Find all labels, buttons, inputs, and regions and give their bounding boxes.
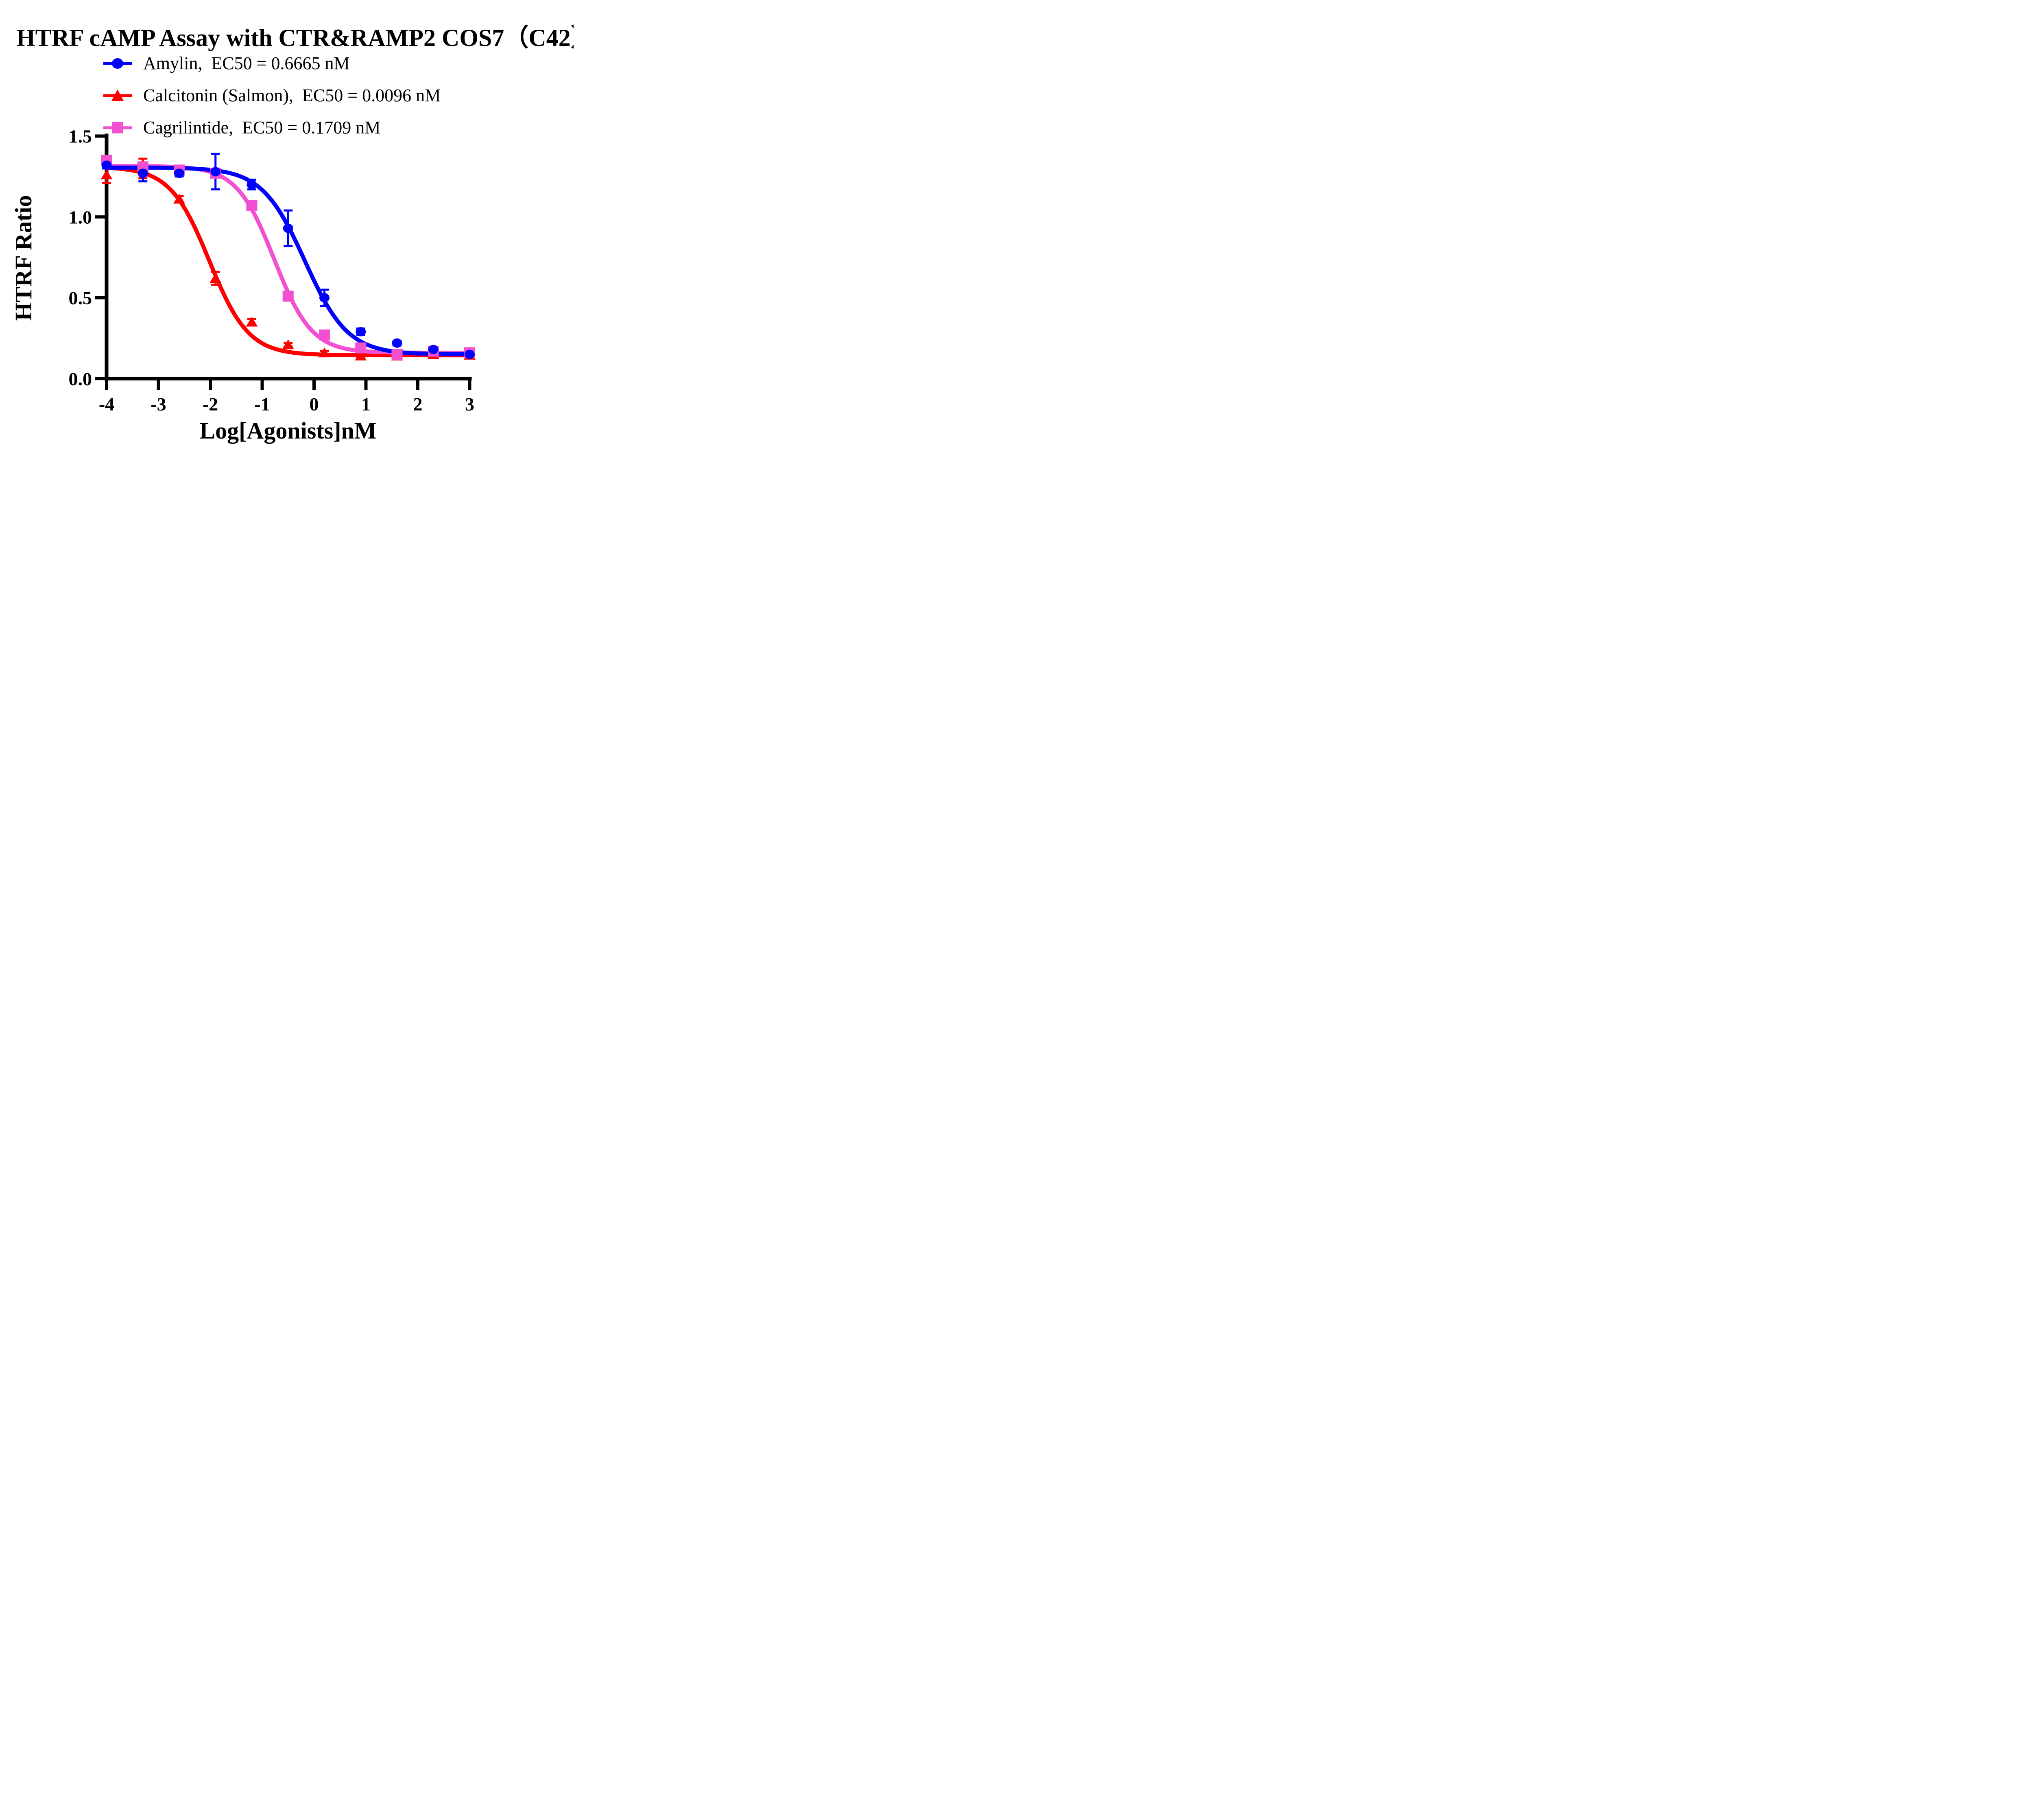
x-tick-label: 0 — [310, 394, 319, 415]
circle-marker-icon — [112, 58, 123, 69]
plot-area: HTRF Ratio Log[Agonists]nM 0.0 0.5 1.0 1.5 -… — [10, 126, 476, 444]
data-point-amylin — [247, 180, 257, 190]
data-point-amylin — [283, 223, 293, 233]
x-tick-label: 3 — [465, 394, 474, 415]
data-point-calcitonin-salmon- — [210, 273, 222, 283]
x-tick-label: -3 — [151, 394, 166, 415]
data-point-cagrilintide — [282, 290, 294, 302]
cagrilintide-legend-marker-icon — [103, 122, 132, 133]
y-tick-label: 0.5 — [69, 288, 92, 308]
x-axis-title: Log[Agonists]nM — [199, 417, 376, 444]
x-tick-label: -4 — [99, 394, 114, 415]
fit-curves — [105, 164, 472, 358]
data-point-calcitonin-salmon- — [100, 169, 113, 179]
data-point-cagrilintide — [391, 349, 403, 360]
square-marker-icon — [112, 122, 123, 133]
fit-curve-amylin — [105, 166, 472, 356]
data-point-amylin — [174, 168, 184, 178]
legend: Amylin, EC50 = 0.6665 nM Calcitonin (Sal… — [103, 53, 441, 153]
x-tick-label: -1 — [254, 394, 270, 415]
data-point-amylin — [101, 160, 112, 170]
fit-curve-cagrilintide — [105, 164, 472, 355]
data-point-amylin — [465, 349, 475, 359]
data-point-amylin — [137, 168, 148, 178]
data-point-calcitonin-salmon- — [246, 316, 258, 327]
legend-label: Cagrilintide, EC50 = 0.1709 nM — [143, 118, 381, 137]
data-point-amylin — [392, 338, 402, 348]
legend-item-amylin: Amylin, EC50 = 0.6665 nM — [103, 53, 441, 73]
data-point-cagrilintide — [355, 342, 367, 354]
data-point-amylin — [319, 293, 330, 303]
data-point-calcitonin-salmon- — [282, 339, 294, 349]
data-point-cagrilintide — [246, 200, 258, 211]
triangle-marker-icon — [111, 89, 124, 101]
fit-curve-calcitonin-salmon- — [105, 166, 472, 358]
y-axis-title: HTRF Ratio — [10, 195, 37, 321]
data-point-amylin — [428, 345, 439, 354]
data-markers — [100, 155, 476, 361]
figure-page: HTRF cAMP Assay with CTR&RAMP2 COS7（C42）… — [0, 0, 574, 455]
data-point-calcitonin-salmon- — [355, 351, 367, 361]
x-tick-label: 1 — [361, 394, 371, 415]
legend-item-cagrilintide: Cagrilintide, EC50 = 0.1709 nM — [103, 118, 441, 137]
error-bars — [102, 153, 474, 359]
amylin-legend-marker-icon — [103, 58, 132, 69]
data-point-calcitonin-salmon- — [173, 194, 185, 204]
data-point-cagrilintide — [319, 329, 330, 340]
chart-title: HTRF cAMP Assay with CTR&RAMP2 COS7（C42） — [16, 24, 574, 51]
legend-item-calcitonin: Calcitonin (Salmon), EC50 = 0.0096 nM — [103, 85, 441, 105]
data-point-amylin — [356, 327, 366, 337]
y-tick-label: 0.0 — [69, 369, 92, 389]
data-point-calcitonin-salmon- — [319, 347, 330, 358]
y-tick-label: 1.0 — [69, 207, 92, 227]
x-tick-label: 2 — [413, 394, 423, 415]
calcitonin-legend-marker-icon — [103, 89, 132, 101]
x-tick-label: -2 — [203, 394, 218, 415]
data-point-amylin — [210, 167, 221, 177]
legend-label: Amylin, EC50 = 0.6665 nM — [143, 53, 350, 73]
y-tick-label: 1.5 — [69, 126, 92, 147]
legend-label: Calcitonin (Salmon), EC50 = 0.0096 nM — [143, 85, 441, 105]
